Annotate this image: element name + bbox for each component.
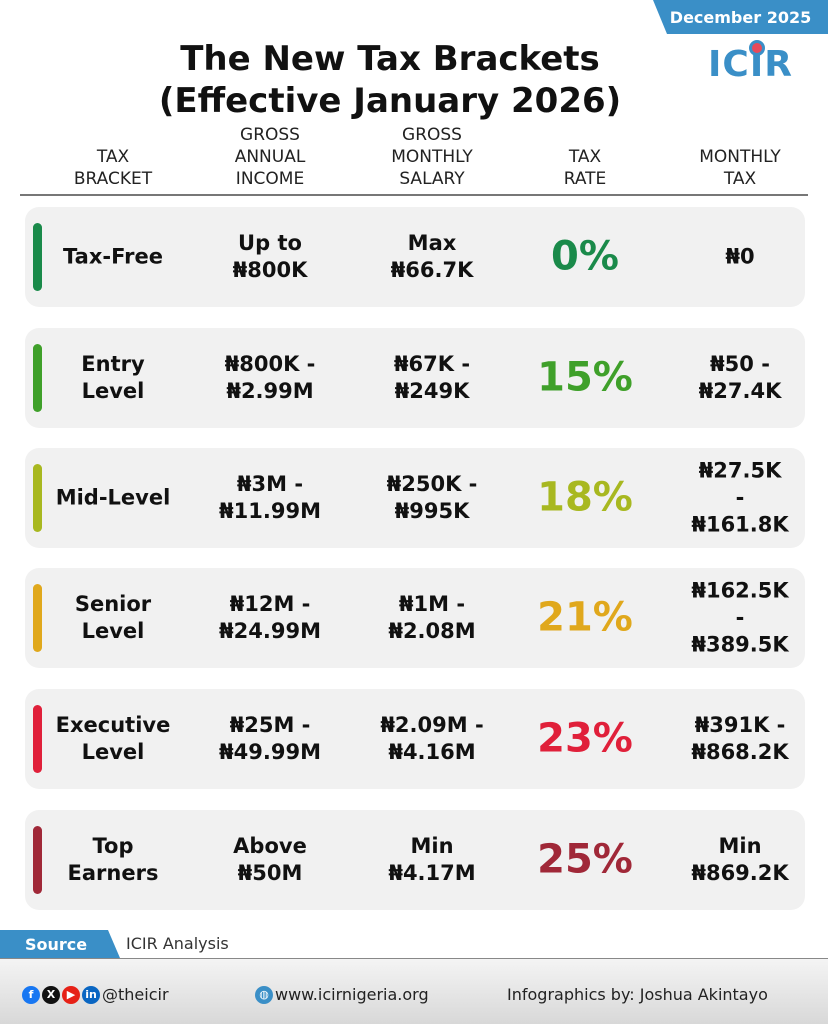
source-text: ICIR Analysis	[126, 934, 229, 953]
page-title: The New Tax Brackets (Effective January 2…	[158, 39, 622, 121]
cell-monthly: Max ₦66.7K	[390, 231, 474, 282]
date-banner: December 2025	[653, 0, 828, 34]
social-handle[interactable]: @theicir	[102, 985, 169, 1004]
cell-tax: ₦162.5K - ₦389.5K	[691, 578, 789, 657]
website-link[interactable]: www.icirnigeria.org	[275, 985, 429, 1004]
table-row: Entry Level ₦800K - ₦2.99M ₦67K - ₦249K 15%…	[25, 328, 805, 428]
divider	[0, 958, 828, 959]
cell-bracket: Top Earners	[67, 834, 159, 885]
linkedin-icon[interactable]: in	[82, 985, 100, 1004]
cell-bracket: Mid-Level	[55, 485, 171, 510]
cell-rate: 15%	[537, 354, 633, 401]
cell-rate: 25%	[537, 836, 633, 883]
cell-tax: ₦27.5K - ₦161.8K	[691, 458, 789, 537]
cell-monthly: ₦67K - ₦249K	[393, 352, 471, 403]
source-label: Source	[0, 930, 120, 958]
cell-bracket: Entry Level	[81, 352, 145, 403]
globe-icon: ◍	[255, 985, 273, 1004]
column-header: GROSS ANNUAL INCOME	[234, 125, 306, 189]
bracket-color-bar	[33, 464, 42, 532]
cell-bracket: Senior Level	[74, 592, 152, 643]
globe-icon	[749, 40, 765, 56]
bracket-color-bar	[33, 705, 42, 773]
cell-rate: 18%	[537, 474, 633, 521]
column-header: TAX RATE	[563, 147, 607, 189]
cell-annual: ₦800K - ₦2.99M	[224, 352, 316, 403]
table-row: Tax-Free Up to ₦800K Max ₦66.7K 0% ₦0	[25, 207, 805, 307]
column-header: TAX BRACKET	[73, 147, 153, 189]
cell-monthly: ₦1M - ₦2.08M	[388, 592, 476, 643]
cell-monthly: ₦2.09M - ₦4.16M	[380, 713, 484, 764]
facebook-icon[interactable]: f	[22, 985, 40, 1004]
cell-annual: Up to ₦800K	[232, 231, 308, 282]
cell-tax: Min ₦869.2K	[691, 834, 789, 885]
column-header: GROSS MONTHLY SALARY	[391, 125, 473, 189]
bracket-color-bar	[33, 344, 42, 412]
footer	[0, 959, 828, 1024]
cell-rate: 23%	[537, 715, 633, 762]
icir-logo: ICIR	[708, 40, 793, 85]
x-icon[interactable]: X	[42, 985, 60, 1004]
cell-annual: ₦12M - ₦24.99M	[219, 592, 321, 643]
bracket-color-bar	[33, 826, 42, 894]
cell-monthly: Min ₦4.17M	[388, 834, 476, 885]
cell-annual: ₦25M - ₦49.99M	[219, 713, 321, 764]
cell-rate: 21%	[537, 594, 633, 641]
youtube-icon[interactable]: ▶	[62, 985, 80, 1004]
bracket-color-bar	[33, 584, 42, 652]
table-row: Executive Level ₦25M - ₦49.99M ₦2.09M - ₦4…	[25, 689, 805, 789]
cell-bracket: Executive Level	[55, 713, 171, 764]
cell-tax: ₦50 - ₦27.4K	[698, 352, 782, 403]
bracket-color-bar	[33, 223, 42, 291]
cell-annual: ₦3M - ₦11.99M	[219, 472, 321, 523]
table-row: Senior Level ₦12M - ₦24.99M ₦1M - ₦2.08M 21…	[25, 568, 805, 668]
credit: Infographics by: Joshua Akintayo	[507, 985, 768, 1004]
table-row: Mid-Level ₦3M - ₦11.99M ₦250K - ₦995K 18% ₦2…	[25, 448, 805, 548]
table-header: TAX BRACKET GROSS ANNUAL INCOME GROSS MONT…	[20, 125, 808, 196]
cell-tax: ₦0	[725, 244, 755, 269]
cell-annual: Above ₦50M	[233, 834, 307, 885]
column-header: MONTHLY TAX	[699, 147, 781, 189]
cell-bracket: Tax-Free	[63, 244, 163, 269]
table-row: Top Earners Above ₦50M Min ₦4.17M 25% Min ₦8…	[25, 810, 805, 910]
cell-rate: 0%	[551, 233, 619, 280]
cell-tax: ₦391K - ₦868.2K	[691, 713, 789, 764]
cell-monthly: ₦250K - ₦995K	[386, 472, 478, 523]
